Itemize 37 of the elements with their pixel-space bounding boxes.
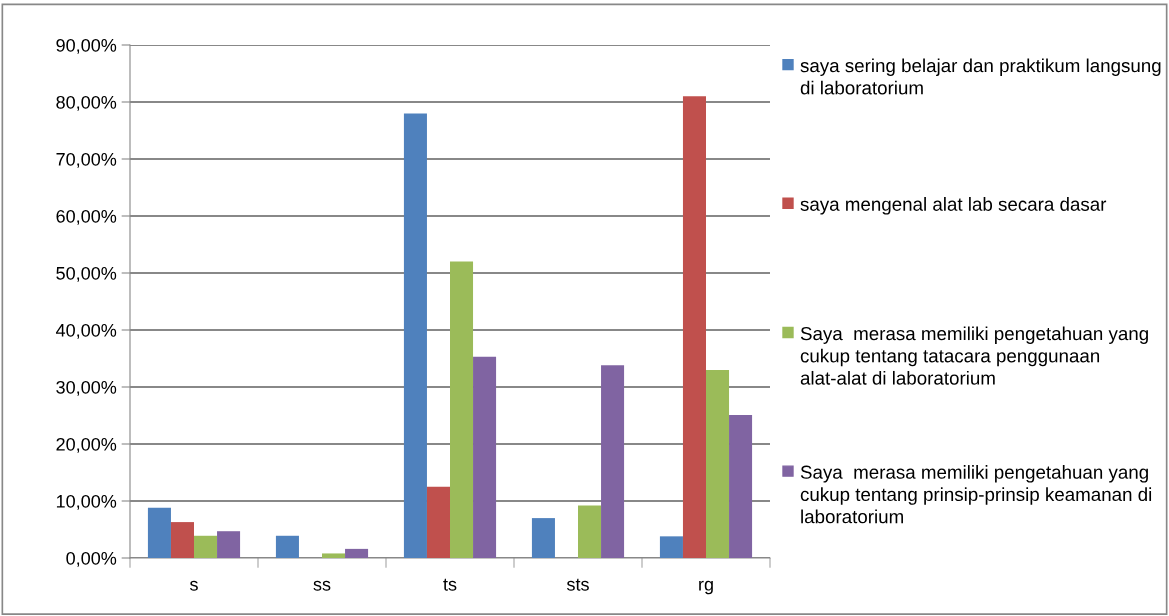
- y-tick-label: 90,00%: [56, 38, 117, 54]
- bar: [403, 113, 427, 558]
- y-tick-label: 50,00%: [56, 266, 117, 282]
- y-tick-label: 60,00%: [56, 209, 117, 225]
- legend-label: saya mengenal alat lab secara dasar: [800, 197, 1107, 215]
- legend-label: saya sering belajar dan praktikum langsung di laboratorium: [800, 58, 1161, 95]
- legend-label: Saya merasa memiliki pengetahuan yang cukup tentang prinsip-prinsip keamanan di laboratorium: [800, 465, 1152, 524]
- bar: [345, 548, 369, 558]
- x-tick-label: ts: [443, 578, 457, 591]
- legend-label: Saya merasa memiliki pengetahuan yang cukup tentang tatacara penggunaan alat-alat di laboratorium: [800, 326, 1148, 385]
- bar: [659, 536, 683, 558]
- y-tick-label: 40,00%: [55, 323, 117, 339]
- y-tick-label: 80,00%: [56, 95, 117, 111]
- x-tick-label: rg: [699, 580, 713, 595]
- bar: [578, 505, 602, 558]
- bar: [194, 535, 218, 558]
- bar: [170, 522, 194, 558]
- y-tick-label: 30,00%: [56, 380, 117, 396]
- bar: [682, 96, 706, 558]
- y-tick-label: 10,00%: [56, 494, 117, 510]
- x-tick-label: ss: [313, 580, 331, 591]
- bar: [601, 365, 625, 558]
- bar: [147, 507, 171, 558]
- y-tick-label: 70,00%: [56, 152, 117, 168]
- bar: [729, 414, 753, 558]
- bar: [426, 486, 450, 558]
- bar: [706, 369, 730, 558]
- bar: [217, 531, 241, 558]
- y-tick-label: 20,00%: [56, 437, 117, 453]
- x-tick-label: sts: [566, 578, 589, 591]
- x-tick-label: s: [189, 580, 198, 591]
- bar: [322, 553, 346, 558]
- y-tick-label: 0,00%: [66, 551, 117, 567]
- bar: [473, 356, 497, 558]
- bar: [275, 535, 299, 558]
- bar: [450, 261, 474, 558]
- bar: [531, 518, 555, 558]
